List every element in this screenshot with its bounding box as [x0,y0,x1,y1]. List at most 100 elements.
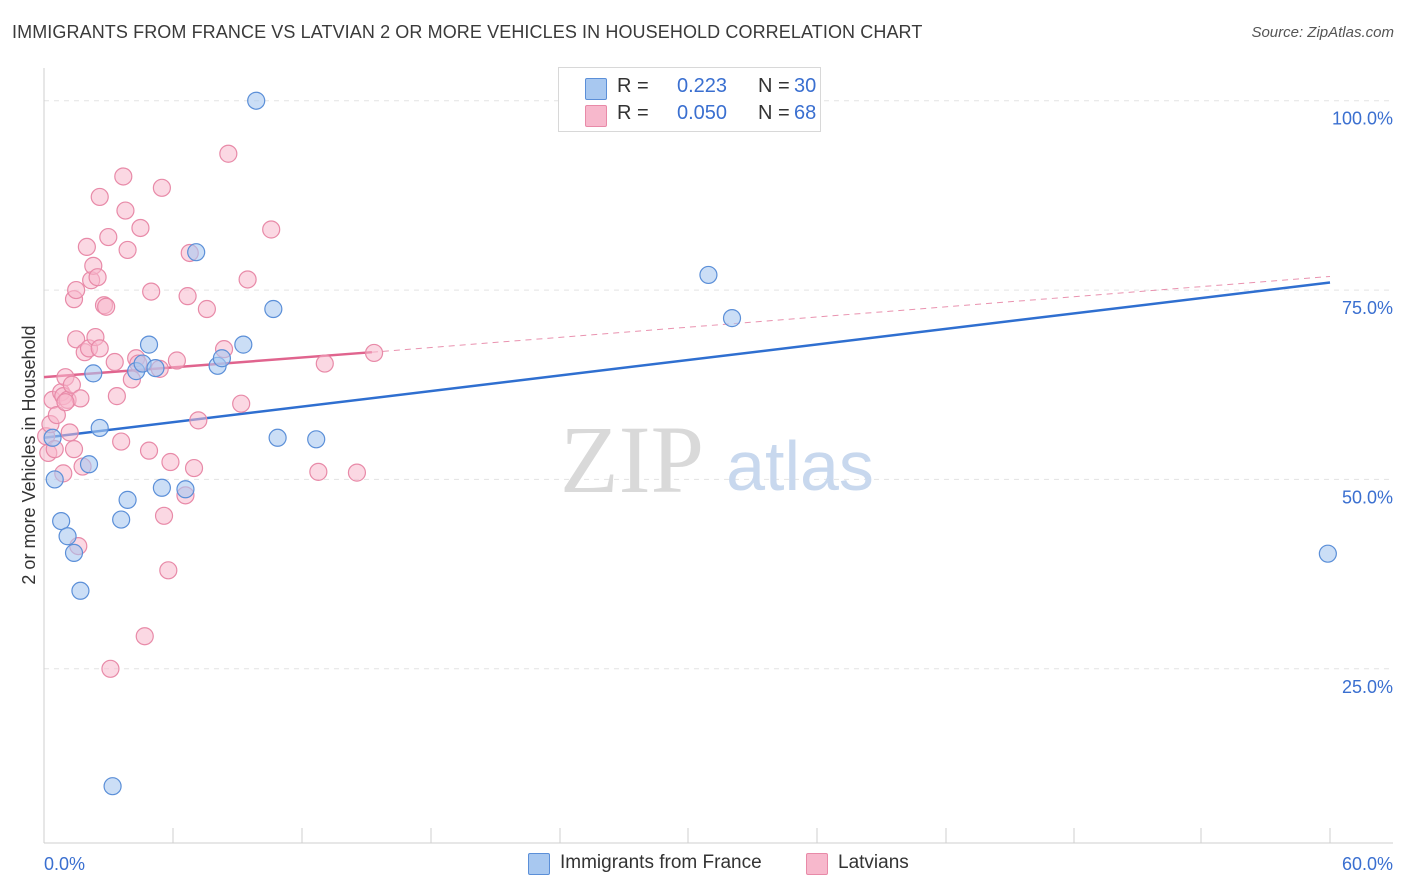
france-point [699,265,718,285]
r-value-latvians: 0.050 [677,102,728,124]
latvians-point [67,280,86,300]
latvians-point [142,282,161,301]
y-tick-label: 100.0% [1332,109,1393,129]
latvians-point [105,352,124,372]
x-ticks [43,828,1331,843]
y-tick-label: 25.0% [1342,677,1393,697]
latvians-point [118,240,137,260]
y-axis-label: 2 or more Vehicles in Household [19,325,39,584]
latvians-point [60,423,79,442]
latvians-point [161,452,180,472]
france-point [247,91,266,110]
latvians-point [114,167,133,186]
france-swatch [585,78,607,100]
correlation-legend: R = 0.223 N = 30 R = 0.050 N = 68 [558,67,821,132]
france-point [176,480,195,499]
chart-title: IMMIGRANTS FROM FRANCE VS LATVIAN 2 OR M… [12,22,923,42]
latvians-point [64,440,84,459]
france-point [268,428,287,447]
latvians-point [90,339,109,358]
latvians-point [99,227,118,247]
france-point [307,430,326,449]
latvians-point [90,187,109,207]
france-trendline [43,281,1331,440]
x-tick-label-min: 0.0% [44,854,85,874]
n-value-france: 30 [794,75,817,97]
latvians-point [116,201,135,220]
axes [43,68,1393,844]
france-point [264,299,283,319]
latvians-point [184,458,204,478]
source-note: Source: ZipAtlas.com [1251,24,1394,41]
latvians-point [67,330,86,349]
latvians-point [62,375,81,394]
latvians-legend-label: Latvians [838,852,909,873]
n-label: N = [758,75,790,97]
france-point [71,581,90,600]
latvians-point [238,270,257,289]
latvians-point [97,297,116,316]
latvians-point [131,218,150,238]
latvians-points [37,144,384,678]
latvians-point [159,561,178,580]
latvians-point [219,144,238,163]
france-point [1318,544,1337,563]
r-label: R = [617,75,649,97]
france-point [103,777,122,796]
latvians-point [47,405,66,425]
r-label: R = [617,102,649,124]
latvians-swatch [585,105,607,127]
y-tick-label: 50.0% [1342,487,1393,507]
watermark-atlas: atlas [726,427,874,505]
latvians-point [71,389,90,408]
latvians-point [315,354,334,373]
latvians-point [309,462,328,481]
france-legend-swatch [528,853,550,875]
latvians-point [107,387,126,406]
x-tick-labels: 0.0% 60.0% [44,854,1393,874]
latvians-point [189,411,208,430]
watermark: ZIP atlas [560,406,874,513]
france-point [212,349,231,368]
latvians-point [167,351,186,370]
latvians-point [56,393,75,412]
france-point [58,527,77,546]
france-point [64,543,84,563]
gridlines [44,100,1393,670]
latvians-point [154,506,174,525]
france-point [84,364,103,383]
y-tick-label: 75.0% [1342,298,1393,318]
latvians-point [88,268,107,287]
latvians-point [112,432,131,451]
france-point [187,243,206,262]
france-point [79,455,99,474]
latvians-legend-swatch [806,853,828,875]
latvians-point [197,299,216,319]
latvians-point [135,627,154,646]
n-label: N = [758,102,790,124]
france-point [152,478,171,497]
france-legend-label: Immigrants from France [560,852,762,873]
r-value-france: 0.223 [677,75,728,97]
france-point [146,358,165,378]
france-point [139,335,159,354]
france-point [112,510,131,529]
latvians-point [77,237,96,257]
france-point [722,309,742,328]
france-point [43,428,62,447]
y-tick-labels: 25.0% 50.0% 75.0% 100.0% [1332,109,1393,697]
latvians-point [262,220,281,239]
latvians-point [347,463,367,482]
watermark-zip: ZIP [560,406,704,513]
latvians-point [232,394,251,413]
n-value-latvians: 68 [794,102,817,124]
latvians-point [178,287,197,306]
x-tick-label-max: 60.0% [1342,854,1393,874]
latvians-point [139,441,159,460]
latvians-point [364,343,384,363]
france-point [45,470,64,489]
france-point [90,418,109,438]
france-point [52,511,71,531]
latvians-point [152,178,171,197]
